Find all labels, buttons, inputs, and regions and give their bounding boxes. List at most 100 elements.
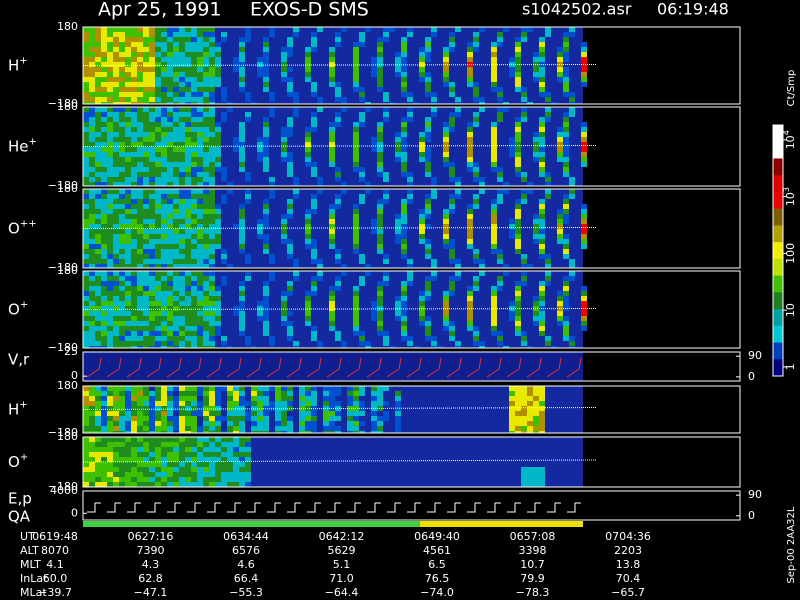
cell [161, 204, 167, 209]
cell [203, 244, 209, 249]
cell [215, 219, 221, 224]
cell [353, 204, 359, 209]
cell [395, 311, 401, 316]
cell [173, 117, 179, 122]
cell [491, 199, 497, 204]
cell [95, 224, 101, 229]
cell [203, 316, 209, 321]
cell [227, 182, 233, 186]
cell [167, 57, 173, 62]
cell [119, 177, 125, 182]
cell [407, 97, 413, 102]
cell [209, 42, 215, 47]
cell [365, 346, 371, 348]
cell [191, 147, 197, 152]
cell [239, 137, 245, 142]
cell [545, 27, 551, 32]
cell [143, 421, 149, 426]
cell [533, 482, 539, 487]
cell [533, 311, 539, 316]
cell [233, 411, 239, 416]
cell [137, 457, 143, 462]
cell [431, 32, 437, 37]
cell [83, 321, 89, 326]
cell [269, 341, 275, 346]
cell [131, 431, 137, 433]
cell [473, 254, 479, 259]
cell [359, 254, 365, 259]
cell [401, 281, 407, 286]
cell [251, 391, 257, 396]
cell [173, 341, 179, 346]
cell [167, 234, 173, 239]
cell [89, 457, 95, 462]
cell [359, 281, 365, 286]
cell [125, 431, 131, 433]
cell [251, 426, 257, 431]
cell [161, 72, 167, 77]
footer-cell: 2203 [614, 544, 642, 557]
cell [155, 137, 161, 142]
cell [191, 162, 197, 167]
cell [287, 87, 293, 92]
cell [281, 234, 287, 239]
cell [221, 167, 227, 172]
cell [185, 122, 191, 127]
cell [143, 306, 149, 311]
cell [533, 472, 539, 477]
cell [209, 37, 215, 42]
cell [173, 311, 179, 316]
cell [263, 62, 269, 67]
cell [401, 234, 407, 239]
cell [83, 477, 89, 482]
cell [107, 406, 113, 411]
cell [449, 321, 455, 326]
cell [299, 386, 305, 391]
cell [491, 234, 497, 239]
cell [83, 472, 89, 477]
cell [353, 209, 359, 214]
cell [101, 457, 107, 462]
cell [311, 82, 317, 87]
cell [329, 234, 335, 239]
cell [191, 341, 197, 346]
cell [209, 321, 215, 326]
cell [353, 42, 359, 47]
cell [179, 234, 185, 239]
cell [113, 32, 119, 37]
cell [107, 311, 113, 316]
cell [137, 219, 143, 224]
cell [563, 92, 569, 97]
cell [149, 107, 155, 112]
cell [125, 32, 131, 37]
cell [197, 57, 203, 62]
cell [371, 401, 377, 406]
cell [119, 62, 125, 67]
cell [335, 92, 341, 97]
cell [107, 457, 113, 462]
cell [539, 47, 545, 52]
cell [173, 276, 179, 281]
cell [353, 296, 359, 301]
panel-label: QA [8, 508, 31, 526]
cell [155, 254, 161, 259]
cell [89, 462, 95, 467]
cell [245, 452, 251, 457]
cell [95, 42, 101, 47]
cell [149, 421, 155, 426]
cell [311, 199, 317, 204]
cell [245, 271, 251, 276]
cell [83, 172, 89, 177]
cell [131, 97, 137, 102]
cell [209, 239, 215, 244]
cell [203, 214, 209, 219]
cell [119, 447, 125, 452]
cell [131, 482, 137, 487]
cell [215, 214, 221, 219]
cell [251, 431, 257, 433]
cell [287, 406, 293, 411]
cell [239, 452, 245, 457]
cell [335, 286, 341, 291]
cell [89, 57, 95, 62]
cell [341, 341, 347, 346]
